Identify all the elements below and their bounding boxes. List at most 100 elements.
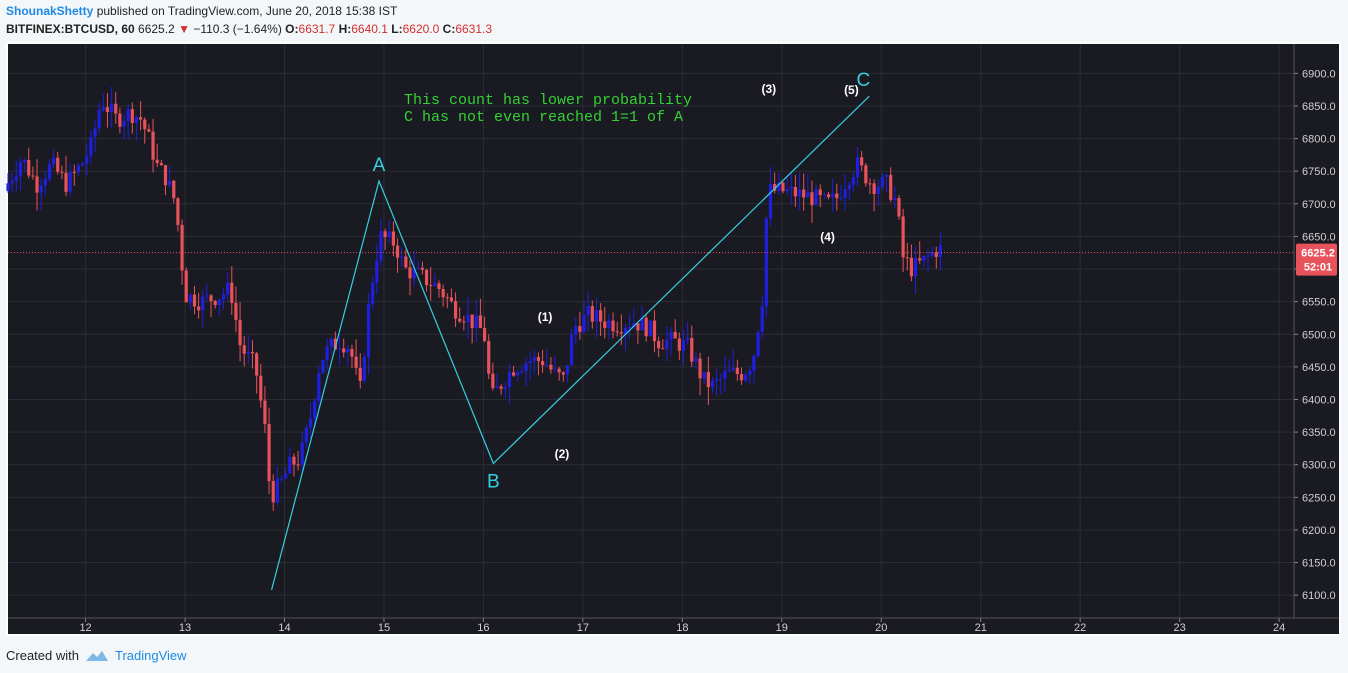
candle-body — [686, 337, 690, 341]
annotation-line: This count has lower probability — [404, 92, 692, 109]
candle-body — [702, 371, 706, 379]
candle-body — [337, 348, 342, 350]
candle-body — [628, 327, 632, 329]
candle-body — [901, 216, 905, 258]
y-tick-label: 6750.0 — [1302, 166, 1336, 178]
candle-body — [623, 327, 628, 334]
high-label: H: — [338, 22, 352, 36]
candle-body — [565, 365, 570, 375]
y-tick-label: 6800.0 — [1302, 134, 1336, 146]
candle-body — [366, 303, 371, 358]
candle-body — [524, 363, 528, 372]
candle-body — [346, 348, 350, 353]
candle-body — [760, 306, 764, 332]
candle-body — [706, 371, 710, 388]
candle-body — [362, 357, 366, 381]
candle-body — [420, 267, 425, 270]
candle-body — [764, 218, 768, 307]
candle-body — [80, 163, 85, 166]
candle-body — [897, 198, 901, 217]
candle-body — [51, 157, 56, 165]
candle-body — [342, 348, 346, 353]
candle-body — [404, 256, 408, 268]
candle-body — [31, 175, 35, 177]
candle-body — [408, 267, 412, 279]
candle-body — [333, 338, 337, 350]
chart-container[interactable]: 6100.0 6150.0 6200.0 6250.0 6300.0 6350.0 6400… — [6, 42, 1341, 636]
candle-body — [288, 456, 292, 474]
candle-body — [6, 183, 10, 191]
candle-body — [826, 194, 831, 198]
candle-body — [884, 174, 889, 177]
price-tag-box — [1296, 243, 1337, 276]
candle-body — [371, 282, 375, 304]
candle-body — [806, 192, 810, 198]
tradingview-logo-icon[interactable] — [85, 649, 109, 663]
candle-body — [43, 179, 47, 186]
candle-body — [594, 310, 599, 322]
impulse-label: (1) — [538, 310, 553, 324]
tradingview-link[interactable]: TradingView — [114, 648, 187, 663]
candle-body — [553, 368, 557, 370]
x-tick-label: 23 — [1173, 622, 1185, 634]
candle-body — [383, 231, 387, 238]
candle-body — [644, 317, 648, 337]
candle-body — [412, 268, 416, 279]
candle-body — [913, 258, 918, 277]
candle-body — [97, 110, 101, 129]
candle-body — [926, 255, 930, 257]
candle-body — [835, 193, 839, 199]
candlestick-chart[interactable]: 6100.0 6150.0 6200.0 6250.0 6300.0 6350.0 6400… — [6, 42, 1341, 636]
candle-body — [159, 163, 163, 166]
candle-body — [300, 442, 304, 465]
candle-body — [72, 171, 76, 173]
candle-body — [880, 176, 885, 188]
candle-body — [520, 371, 524, 373]
candle-body — [375, 260, 379, 283]
candle-body — [35, 176, 39, 193]
candle-body — [569, 334, 574, 366]
y-tick-label: 6400.0 — [1302, 394, 1336, 406]
candle-body — [242, 345, 246, 354]
candle-body — [578, 326, 582, 332]
candle-body — [163, 165, 168, 186]
candle-body — [441, 289, 445, 298]
publish-info: published on TradingView.com, June 20, 2… — [93, 4, 398, 18]
candle-body — [221, 294, 226, 300]
low-label: L: — [391, 22, 403, 36]
candle-body — [429, 285, 433, 287]
candle-body — [934, 252, 938, 257]
candle-body — [843, 189, 847, 199]
candle-body — [126, 109, 130, 122]
candle-body — [292, 456, 296, 465]
candle-body — [296, 464, 300, 466]
candle-body — [756, 331, 760, 356]
candle-body — [748, 370, 752, 375]
close-label: C: — [442, 22, 456, 36]
candle-body — [590, 306, 594, 322]
x-tick-label: 20 — [875, 622, 887, 634]
candle-body — [719, 378, 723, 380]
candle-body — [168, 180, 172, 186]
candle-body — [814, 189, 818, 206]
candle-body — [905, 257, 909, 259]
candle-body — [694, 358, 698, 362]
candle-body — [611, 320, 615, 332]
publish-line: ShounakShetty published on TradingView.c… — [6, 4, 397, 18]
candle-body — [122, 121, 126, 127]
candle-body — [909, 257, 914, 277]
candle-body — [739, 374, 744, 381]
candle-body — [155, 159, 159, 164]
candle-body — [615, 331, 619, 333]
candle-body — [180, 224, 184, 271]
y-tick-label: 6250.0 — [1302, 492, 1336, 504]
y-tick-label: 6900.0 — [1302, 68, 1336, 80]
author-link[interactable]: ShounakShetty — [6, 4, 94, 18]
candle-body — [851, 177, 855, 185]
candle-body — [238, 319, 242, 346]
candle-body — [197, 306, 201, 311]
candle-body — [478, 315, 483, 328]
countdown-tag-label: 52:01 — [1304, 262, 1332, 274]
candle-body — [424, 269, 429, 286]
candle-body — [47, 164, 52, 180]
